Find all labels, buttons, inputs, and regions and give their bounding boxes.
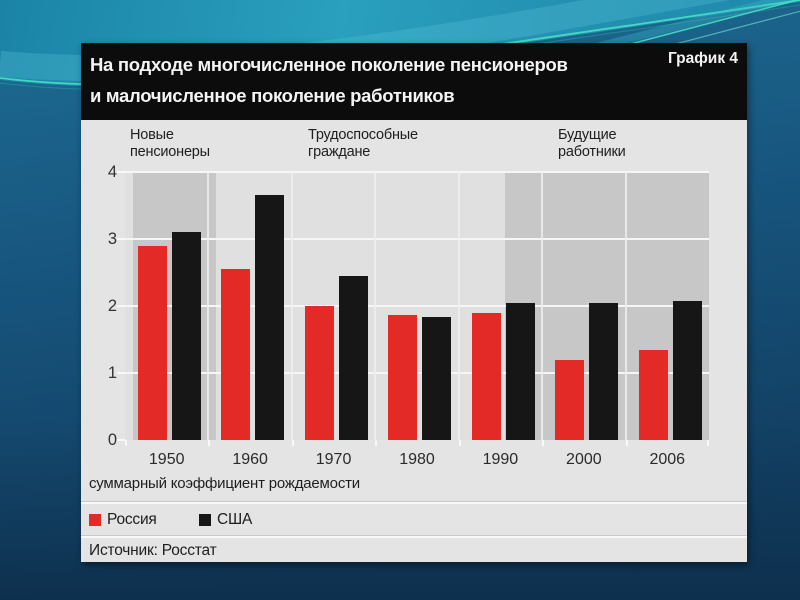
x-tick	[625, 440, 628, 446]
gridline-y-4	[125, 171, 709, 173]
x-axis-label-1980: 1980	[399, 451, 435, 468]
bar-usa-1990	[505, 302, 535, 440]
divider-line	[81, 501, 747, 504]
region-label-working-age: Трудоспособные граждане	[308, 127, 418, 160]
plot-area	[117, 171, 709, 446]
y-axis-labels: 0 1 2 3 4	[87, 163, 117, 449]
region-label-new-pensioners: Новые пенсионеры	[130, 127, 210, 160]
x-axis-label-1950: 1950	[148, 451, 185, 468]
y-axis-label-3: 3	[107, 230, 117, 248]
y-tick	[117, 372, 125, 374]
gridline-y-3	[125, 238, 709, 240]
bar-russia-1980	[388, 314, 418, 440]
gridline-x	[457, 172, 460, 440]
bar-usa-1950	[172, 232, 201, 440]
bar-russia-2000	[555, 359, 585, 440]
gridline-y-2	[125, 305, 709, 307]
bar-usa-2006	[672, 300, 702, 440]
chart-title-box: На подходе многочисленное поколение пенс…	[81, 43, 747, 120]
bar-russia-1950	[138, 245, 167, 440]
x-tick	[542, 440, 545, 446]
y-axis-label-1: 1	[107, 364, 117, 382]
x-tick	[375, 440, 378, 446]
bar-russia-1960	[221, 269, 251, 440]
x-axis-label-2000: 2000	[566, 451, 602, 468]
y-axis-label-0: 0	[107, 431, 117, 449]
x-axis-label-1990: 1990	[482, 451, 519, 468]
region-label-future-workers: Будущие работники	[558, 127, 626, 160]
legend-item-russia: Россия	[89, 506, 157, 534]
x-axis-label-1960: 1960	[232, 451, 268, 468]
bar-usa-2000	[589, 302, 619, 440]
figure-number-label: График 4	[667, 50, 738, 67]
legend-label-usa: США	[217, 511, 253, 528]
bar-russia-2006	[638, 349, 668, 440]
x-tick	[291, 440, 294, 446]
x-axis-labels: 1950 1960 1970 1980 1990 2000 2006	[125, 449, 709, 471]
y-axis-label-2: 2	[107, 297, 117, 315]
bar-russia-1990	[471, 313, 501, 440]
gridline-x	[290, 172, 293, 440]
chart-title-line2: и малочисленное поколение работников	[90, 85, 455, 106]
axis-note: суммарный коэффициент рождаемости	[89, 475, 360, 492]
gridline-x	[374, 172, 377, 440]
bar-usa-1970	[338, 275, 368, 440]
x-axis-label-2006: 2006	[649, 451, 686, 468]
y-axis-label-4: 4	[107, 163, 117, 181]
legend-label-russia: Россия	[107, 511, 157, 528]
legend-item-usa: США	[199, 506, 252, 534]
legend-swatch-russia	[89, 514, 101, 526]
x-tick	[208, 440, 211, 446]
divider-line	[81, 535, 747, 538]
source-note: Источник: Росстат	[89, 542, 217, 559]
y-tick	[117, 171, 125, 173]
gridline-x	[624, 172, 627, 440]
chart-panel: На подходе многочисленное поколение пенс…	[81, 43, 747, 562]
legend: Россия США	[81, 506, 747, 534]
y-tick	[117, 439, 125, 441]
bar-usa-1980	[422, 317, 452, 440]
x-tick	[707, 440, 709, 446]
x-tick	[458, 440, 461, 446]
chart-title-line1: На подходе многочисленное поколение пенс…	[90, 54, 568, 75]
gridline-x	[541, 172, 544, 440]
bar-usa-1960	[255, 195, 285, 440]
bar-russia-1970	[304, 306, 334, 440]
x-tick	[125, 440, 127, 446]
y-tick	[117, 305, 125, 307]
legend-swatch-usa	[199, 514, 211, 526]
y-tick	[117, 238, 125, 240]
gridline-x	[207, 172, 210, 440]
x-axis-label-1970: 1970	[315, 451, 352, 468]
